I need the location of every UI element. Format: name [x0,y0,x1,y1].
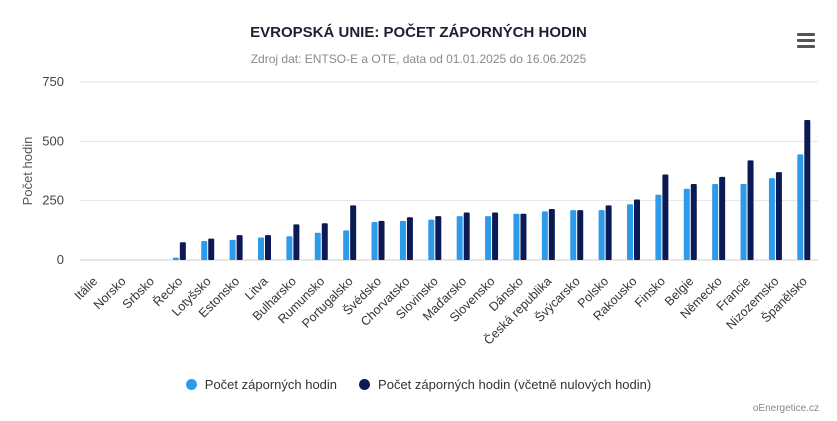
bar [321,223,328,260]
bar [683,188,690,260]
bar [485,216,492,260]
bar [513,213,520,260]
bar [435,216,442,260]
bar [662,174,669,260]
bar [350,205,357,260]
legend-label: Počet záporných hodin (včetně nulových h… [378,377,652,392]
y-tick-label: 0 [57,252,64,267]
hamburger-menu-icon[interactable] [797,33,815,49]
legend-label: Počet záporných hodin [204,377,338,392]
y-tick-label: 500 [42,133,64,148]
legend: Počet záporných hodin Počet záporných ho… [0,377,837,392]
bar [577,210,584,260]
bar [627,204,633,260]
x-tick-label: Finsko [632,274,668,310]
bar [520,213,527,260]
bar [378,220,385,260]
legend-marker-icon [185,379,197,390]
bar [605,205,612,260]
legend-item-series-1[interactable]: Počet záporných hodin [185,377,338,392]
bar [371,222,378,260]
bar [428,219,435,260]
bar [797,154,804,260]
bar [655,194,662,260]
bar [775,172,782,260]
y-axis-label: Počet hodin [20,137,35,206]
bar [179,242,186,260]
bar [399,220,406,260]
bar [719,176,726,260]
bar [406,217,413,260]
legend-item-series-2[interactable]: Počet záporných hodin (včetně nulových h… [359,377,651,392]
bar [293,224,300,260]
bar [463,212,470,260]
chart-title: EVROPSKÁ UNIE: POČET ZÁPORNÝCH HODIN [250,24,587,41]
bar [804,119,811,261]
bar [456,216,463,260]
x-tick-label: Srbsko [120,274,157,311]
bar [492,212,499,260]
bar [172,257,179,260]
bar [541,211,548,260]
y-tick-label: 750 [42,74,64,89]
chart-subtitle: Zdroj dat: ENTSO-E a OTE, data od 01.01.… [250,52,587,66]
bar [236,235,243,260]
bar [747,160,754,260]
bar [314,232,321,260]
bar [548,208,555,260]
bar [265,235,271,260]
bar [286,236,293,260]
bar [690,184,697,260]
bar [740,184,747,260]
bar [208,238,215,260]
legend-marker-icon [359,379,371,390]
credit-label: oEnergetice.cz [752,403,819,414]
bar [598,210,605,260]
bar [229,239,236,260]
bar [258,237,264,260]
bar [634,199,640,260]
bar [570,210,577,260]
y-tick-label: 250 [42,193,64,208]
bar [201,241,208,260]
bar [768,178,775,260]
bar [343,230,350,260]
bar [712,184,719,260]
